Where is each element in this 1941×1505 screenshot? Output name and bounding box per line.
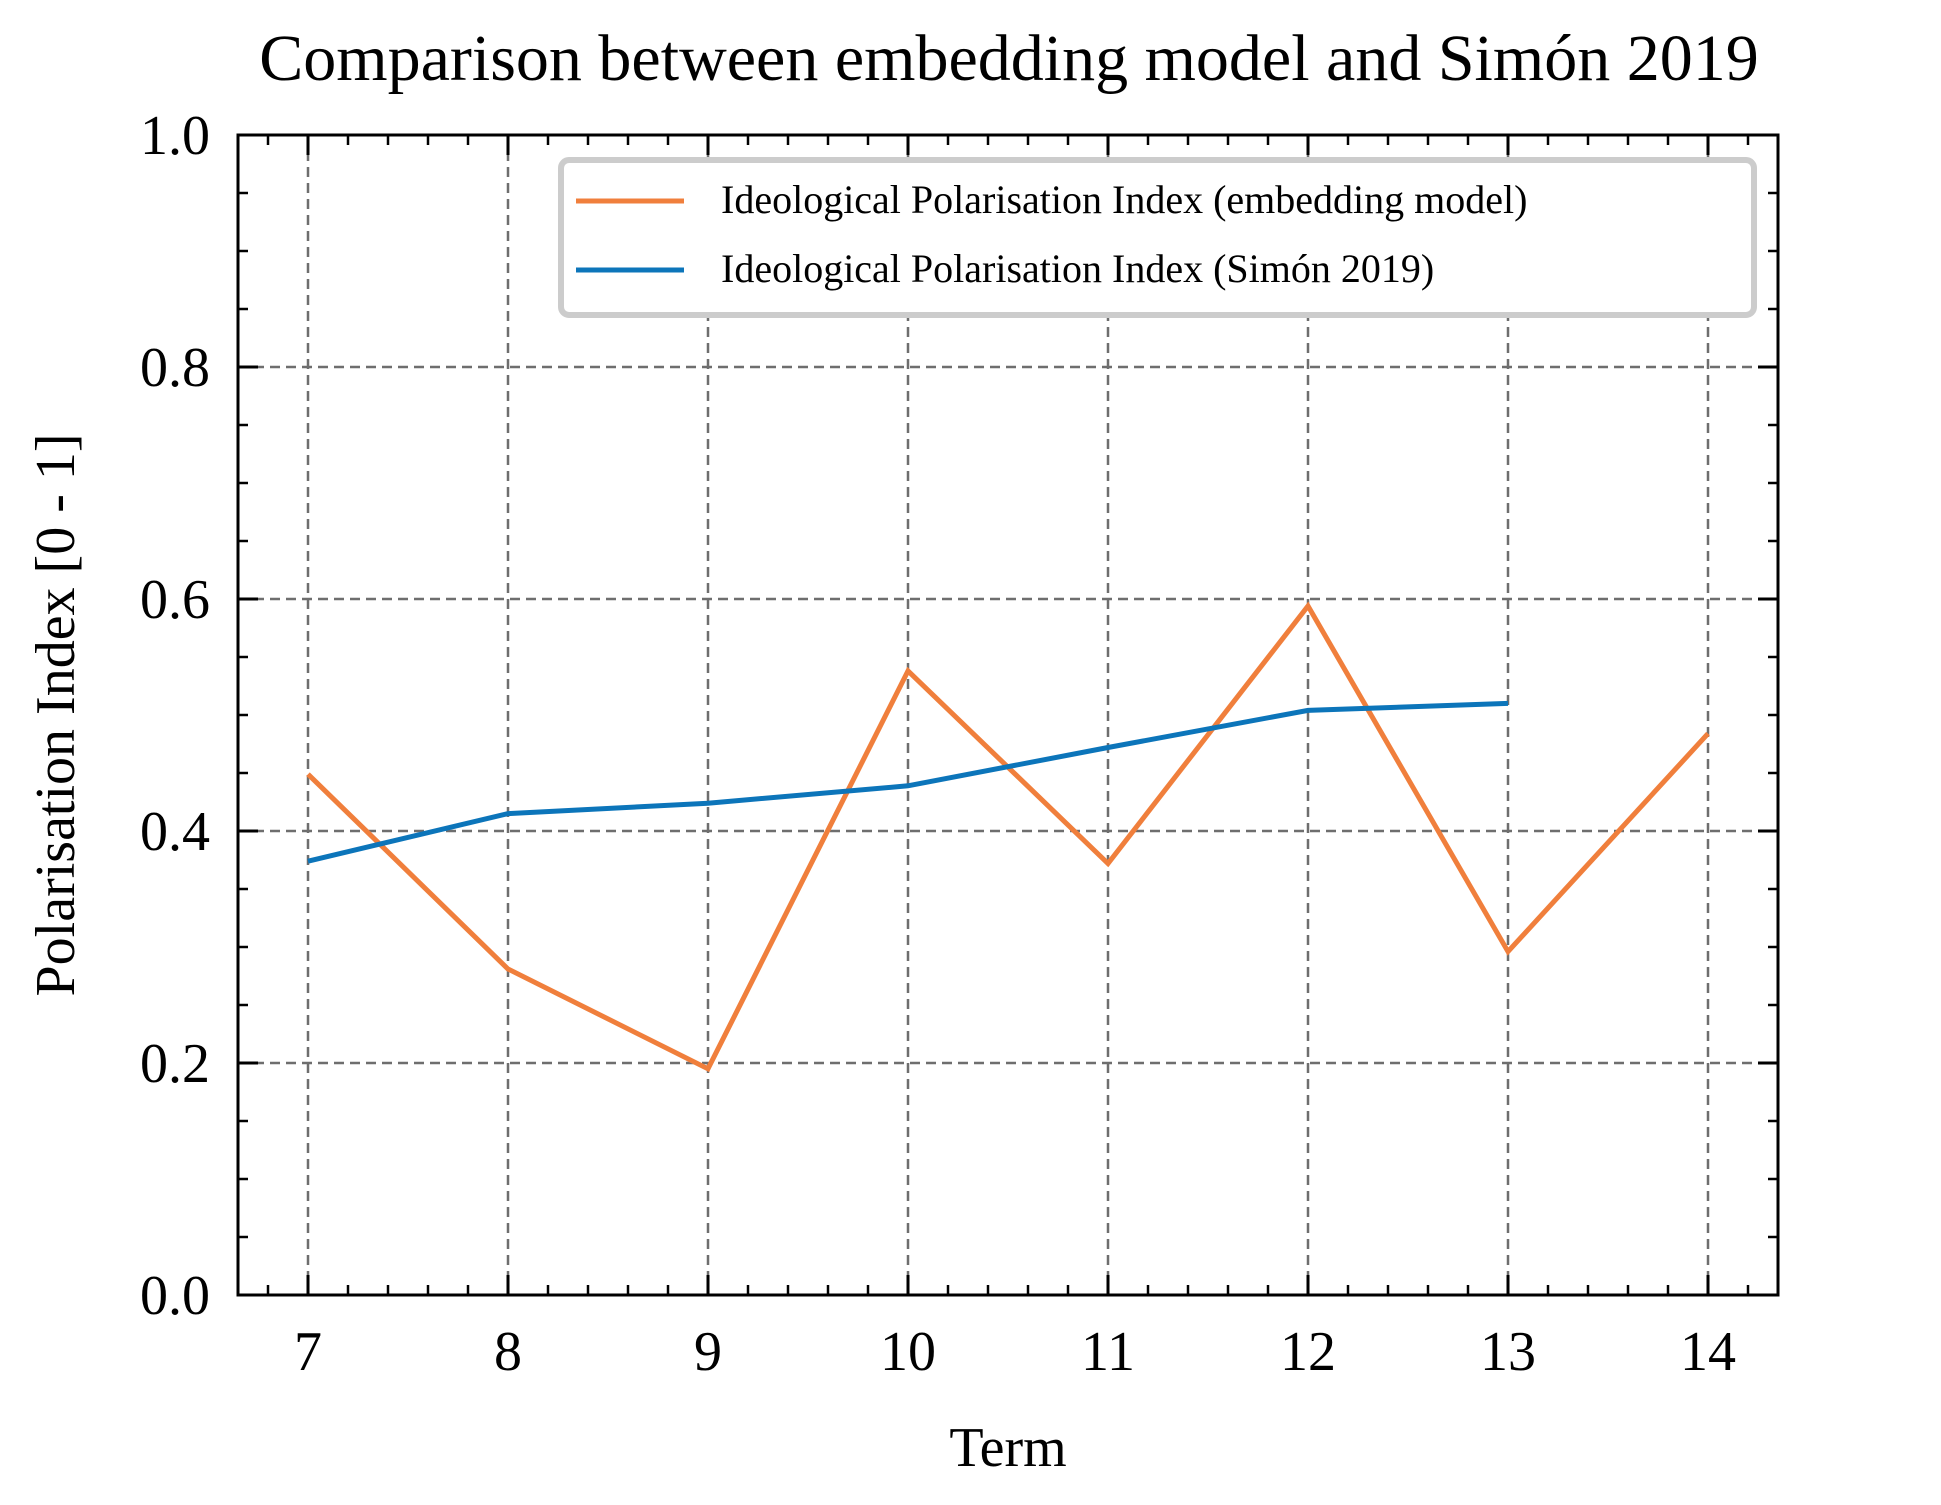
y-tick-label: 0.0 <box>140 1265 210 1327</box>
x-tick-label: 9 <box>694 1321 722 1383</box>
y-axis-label: Polarisation Index [0 - 1] <box>25 434 87 997</box>
x-tick-label: 8 <box>494 1321 522 1383</box>
legend: Ideological Polarisation Index (embeddin… <box>558 157 1757 318</box>
legend-box <box>558 157 1757 318</box>
y-tick-label: 1.0 <box>140 105 210 167</box>
axis-ticks <box>238 133 1778 1297</box>
legend-label-simon: Ideological Polarisation Index (Simón 20… <box>721 246 1434 291</box>
series-line-simon-2019 <box>307 700 1509 864</box>
legend-label-embedding: Ideological Polarisation Index (embeddin… <box>721 177 1527 222</box>
y-tick-label: 0.8 <box>140 337 210 399</box>
series-lines <box>306 601 1710 1073</box>
y-tick-label: 0.6 <box>140 569 210 631</box>
x-tick-label: 10 <box>880 1321 936 1383</box>
x-tick-label: 14 <box>1680 1321 1736 1383</box>
y-tick-label: 0.2 <box>140 1033 210 1095</box>
y-tick-label: 0.4 <box>140 801 210 863</box>
chart-title: Comparison between embedding model and S… <box>259 22 1758 95</box>
tick-labels: 7 8 9 10 11 12 13 14 0.0 0.2 0.4 0.6 0.8 1.0 <box>140 105 1736 1383</box>
x-tick-label: 11 <box>1081 1321 1135 1383</box>
x-tick-label: 12 <box>1280 1321 1336 1383</box>
x-tick-label: 7 <box>294 1321 322 1383</box>
x-tick-label: 13 <box>1480 1321 1536 1383</box>
x-axis-label: Term <box>949 1417 1066 1479</box>
